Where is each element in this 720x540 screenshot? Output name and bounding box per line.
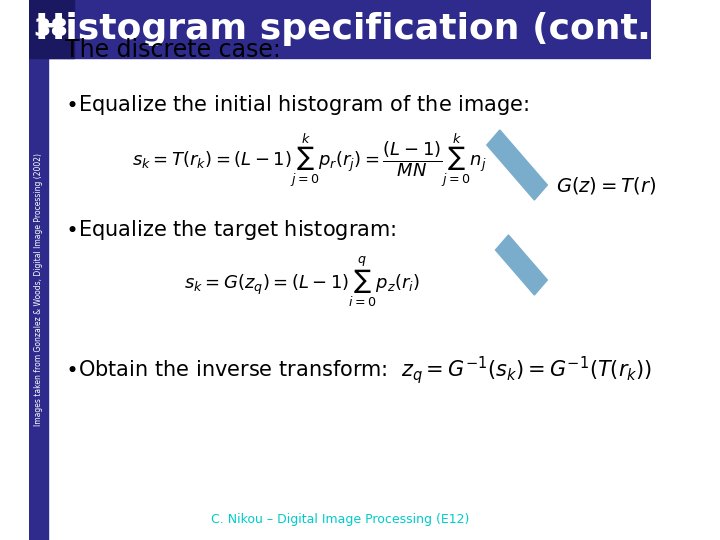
Bar	[29, 58, 48, 540]
Text: C. Nikou – Digital Image Processing (E12): C. Nikou – Digital Image Processing (E12…	[211, 514, 469, 526]
Text: $G(z) = T(r)$: $G(z) = T(r)$	[556, 174, 656, 195]
Text: Histogram specification (cont…): Histogram specification (cont…)	[35, 12, 690, 46]
Polygon shape	[495, 235, 547, 295]
Text: $\bullet$Equalize the initial histogram of the image:: $\bullet$Equalize the initial histogram …	[65, 93, 529, 117]
Bar	[29, 0, 73, 58]
Polygon shape	[487, 130, 547, 200]
Text: Images taken from Gonzalez & Woods, Digital Image Processing (2002): Images taken from Gonzalez & Woods, Digi…	[34, 153, 42, 427]
Bar	[29, 0, 651, 58]
Text: The discrete case:: The discrete case:	[65, 38, 281, 62]
Text: $s_k = T(r_k) = (L-1)\sum_{j=0}^{k} p_r(r_j) = \dfrac{(L-1)}{MN}\sum_{j=0}^{k} n: $s_k = T(r_k) = (L-1)\sum_{j=0}^{k} p_r(…	[132, 131, 487, 189]
Text: $s_k = G(z_q) = (L-1)\sum_{i=0}^{q} p_z(r_i)$: $s_k = G(z_q) = (L-1)\sum_{i=0}^{q} p_z(…	[184, 255, 420, 309]
Text: $\bullet$Obtain the inverse transform:  $z_q = G^{-1}(s_k) = G^{-1}(T(r_k))$: $\bullet$Obtain the inverse transform: $…	[65, 354, 652, 386]
Text: $\bullet$Equalize the target histogram:: $\bullet$Equalize the target histogram:	[65, 218, 396, 242]
Text: 38: 38	[34, 17, 68, 41]
